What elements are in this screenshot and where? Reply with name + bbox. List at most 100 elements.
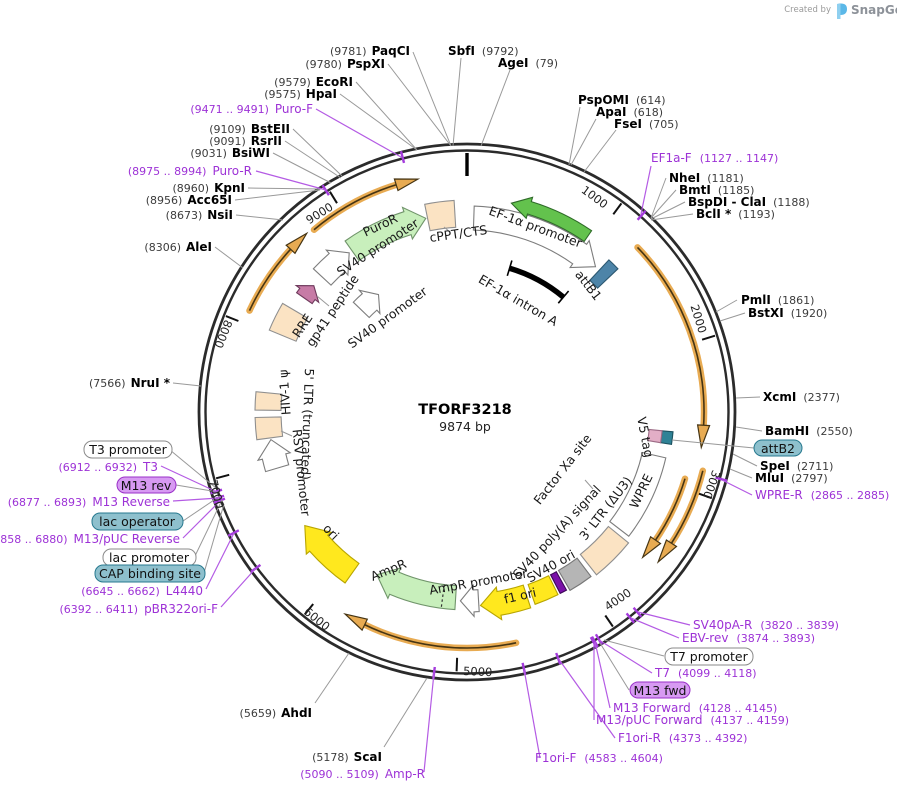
svg-text:M13 fwd[interactable]: M13 fwd	[633, 683, 686, 698]
label-box[interactable]	[664, 647, 754, 666]
enzyme-label-pspxi[interactable]: (9780) PspXI	[305, 57, 385, 71]
enzyme-label-kpni[interactable]: (8960) KpnI	[173, 181, 245, 195]
svg-text:attB2[interactable]: attB2	[761, 441, 795, 456]
svg-text:T3 promoter[interactable]: T3 promoter	[88, 442, 167, 457]
feature-label-f1-ori[interactable]: f1 ori	[502, 585, 537, 607]
svg-text:CAP binding site[interactable]: CAP binding site	[99, 566, 201, 581]
label-box[interactable]	[629, 681, 691, 699]
feature-label-v5-tag[interactable]: V5 tag	[634, 416, 657, 459]
enzyme-label-bsteii[interactable]: (9109) BstEII	[209, 122, 290, 136]
primer-label-puro-r[interactable]: (8975 .. 8994) Puro-R	[128, 164, 252, 178]
primer-label-f1ori-r[interactable]: F1ori-R (4373 .. 4392)	[618, 731, 747, 745]
feature-sv40-ori[interactable]	[527, 575, 559, 606]
enzyme-label-pmli[interactable]: PmlI (1861)	[741, 293, 814, 307]
feature-label-hiv1-psi[interactable]: HIV-1 ψ	[275, 369, 293, 416]
feature-ef1a-intron-a[interactable]	[508, 265, 566, 300]
feature-rsv-promoter[interactable]	[256, 438, 292, 473]
feature-ampr[interactable]	[376, 567, 457, 611]
enzyme-label-agei[interactable]: AgeI (79)	[498, 56, 558, 70]
feature-green-arrow[interactable]	[510, 196, 593, 243]
label-box[interactable]	[753, 439, 803, 457]
feature-five-ltr[interactable]	[254, 416, 284, 441]
feature-gp41-peptide[interactable]	[294, 285, 320, 305]
primer-label-m13-forward[interactable]: M13 Forward (4128 .. 4145)	[613, 701, 777, 715]
enzyme-label-pspomi[interactable]: PspOMI (614)	[578, 93, 666, 107]
enzyme-label-mlui[interactable]: MluI (2797)	[755, 471, 828, 485]
boxed-label-m13-rev[interactable]: M13 rev	[116, 476, 177, 494]
plasmid-backbone-inner[interactable]	[204, 149, 730, 675]
feature-purple-marker[interactable]	[549, 570, 568, 595]
feature-attb1[interactable]	[589, 259, 619, 289]
enzyme-label-bcli[interactable]: BclI * (1193)	[696, 207, 775, 221]
primer-label-l4440[interactable]: (6645 .. 6662) L4440	[81, 584, 203, 598]
feature-rre[interactable]	[268, 302, 309, 342]
orange-arc[interactable]	[634, 244, 708, 431]
primer-label-amp-r[interactable]: (5090 .. 5109) Amp-R	[300, 767, 425, 781]
feature-label-ef1a-intron-a[interactable]: EF-1α intron A	[476, 271, 561, 329]
svg-text:lac operator[interactable]: lac operator	[99, 514, 176, 529]
enzyme-label-fsei[interactable]: FseI (705)	[614, 117, 679, 131]
primer-label-t3[interactable]: (6912 .. 6932) T3	[58, 460, 158, 474]
feature-label-sv40-promoter-2[interactable]: SV40 promoter	[345, 283, 431, 351]
enzyme-label-scai[interactable]: (5178) ScaI	[312, 750, 382, 764]
enzyme-label-rsrii[interactable]: (9091) RsrII	[209, 134, 282, 148]
label-box[interactable]	[83, 440, 173, 459]
primer-label-m13-reverse[interactable]: (6877 .. 6893) M13 Reverse	[8, 495, 170, 509]
enzyme-label-paqci[interactable]: (9781) PaqCI	[330, 44, 410, 58]
enzyme-label-alei[interactable]: (8306) AleI	[144, 240, 212, 254]
enzyme-label-hpai[interactable]: (9575) HpaI	[264, 87, 337, 101]
enzyme-label-nhei[interactable]: NheI (1181)	[669, 171, 744, 185]
enzyme-label-acc65i[interactable]: (8956) Acc65I	[146, 193, 232, 207]
feature-v5-tag-teal[interactable]	[659, 430, 674, 446]
plasmid-backbone-outer[interactable]	[197, 142, 737, 682]
enzyme-label-xcmi[interactable]: XcmI (2377)	[763, 390, 840, 404]
boxed-label-cap-binding-site[interactable]: CAP binding site	[94, 564, 206, 583]
primer-label-sv40pa-r[interactable]: SV40pA-R (3820 .. 3839)	[693, 618, 839, 632]
enzyme-label-nrui[interactable]: (7566) NruI *	[89, 376, 171, 390]
primer-label-pbr322ori-f[interactable]: (6392 .. 6411) pBR322ori-F	[60, 602, 219, 616]
feature-wpre[interactable]	[609, 451, 667, 537]
primer-label-t7[interactable]: T7 (4099 .. 4118)	[654, 666, 757, 680]
label-box[interactable]	[94, 564, 206, 583]
enzyme-label-ecori[interactable]: (9579) EcoRI	[274, 75, 353, 89]
primer-label-puro-f[interactable]: (9471 .. 9491) Puro-F	[190, 102, 313, 116]
boxed-label-t3-promoter[interactable]: T3 promoter	[83, 440, 173, 459]
primer-label-f1ori-f[interactable]: F1ori-F (4583 .. 4604)	[535, 751, 663, 765]
boxed-label-attb2[interactable]: attB2	[753, 439, 803, 457]
enzyme-label-nsii[interactable]: (8673) NsiI	[166, 208, 233, 222]
enzyme-label-bamhi[interactable]: BamHI (2550)	[765, 424, 853, 438]
enzyme-label-bspdi-clai[interactable]: BspDI - ClaI (1188)	[688, 195, 810, 209]
enzyme-label-sbfi[interactable]: SbfI (9792)	[448, 44, 519, 58]
enzyme-label-ahdi[interactable]: (5659) AhdI	[240, 706, 312, 720]
feature-v5-tag-pink[interactable]	[647, 428, 663, 444]
boxed-label-lac-operator[interactable]: lac operator	[91, 512, 184, 531]
svg-text:M13 rev[interactable]: M13 rev	[121, 478, 172, 493]
feature-ef1a-promoter[interactable]	[472, 205, 597, 269]
orange-arc[interactable]	[359, 620, 520, 652]
primer-label-ef1a-f[interactable]: EF1a-F (1127 .. 1147)	[651, 151, 778, 165]
svg-text:lac promoter[interactable]: lac promoter	[109, 550, 190, 565]
feature-ori[interactable]	[304, 524, 360, 584]
primer-label-ebv-rev[interactable]: EBV-rev (3874 .. 3893)	[682, 631, 815, 645]
feature-cppt-cts[interactable]	[424, 199, 457, 232]
enzyme-label-bstxi[interactable]: BstXI (1920)	[748, 306, 827, 320]
enzyme-label-bmti[interactable]: BmtI (1185)	[679, 183, 754, 197]
primer-label-m13-puc-forward[interactable]: M13/pUC Forward (4137 .. 4159)	[596, 713, 789, 727]
feature-label-five-ltr[interactable]: 5' LTR (truncated)	[298, 368, 317, 480]
boxed-label-t7-promoter[interactable]: T7 promoter	[664, 647, 754, 666]
feature-f1-ori[interactable]	[479, 584, 532, 621]
enzyme-label-spei[interactable]: SpeI (2711)	[760, 459, 833, 473]
feature-sv40-promoter-1[interactable]	[312, 249, 350, 286]
feature-three-ltr[interactable]	[579, 525, 630, 576]
feature-sv40-polya[interactable]	[557, 557, 592, 592]
boxed-label-m13-fwd[interactable]: M13 fwd	[629, 681, 691, 699]
primer-label-m13-puc-reverse[interactable]: (6858 .. 6880)M13/pUC Reverse	[0, 532, 180, 546]
feature-sv40-promoter-2[interactable]	[352, 289, 381, 319]
feature-puror[interactable]	[344, 206, 427, 262]
boxed-label-lac-promoter[interactable]: lac promoter	[102, 548, 197, 567]
label-box[interactable]	[116, 476, 177, 494]
feature-ampr-promoter[interactable]	[459, 583, 480, 618]
label-box[interactable]	[91, 512, 184, 531]
enzyme-label-apai[interactable]: ApaI (618)	[596, 105, 663, 119]
svg-text:T7 promoter[interactable]: T7 promoter	[669, 649, 748, 664]
